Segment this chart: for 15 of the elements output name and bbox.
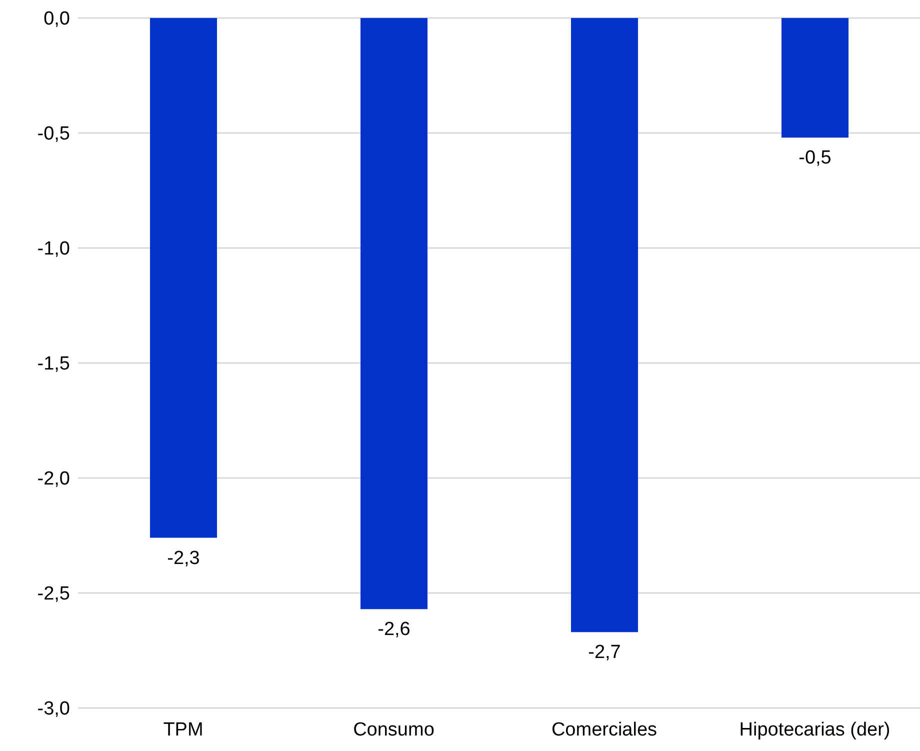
data-label: -2,7 [588,642,621,664]
y-tick-label: -2,0 [37,468,70,490]
data-label: -0,5 [798,148,832,169]
x-tick-label: Comerciales [551,719,658,740]
x-tick-label: Hipotecarias (der) [739,719,890,740]
y-tick-label: 0,0 [44,8,70,30]
y-tick-label: -3,0 [37,698,70,720]
data-label: -2,3 [167,548,200,569]
data-label: -2,6 [378,619,410,640]
y-tick-label: -1,0 [37,238,70,260]
y-tick-label: -1,5 [37,354,70,375]
y-tick-label: -2,5 [37,584,70,605]
x-tick-label: Consumo [353,719,434,740]
y-tick-label: -0,5 [37,124,70,145]
x-tick-label: TPM [163,719,204,740]
